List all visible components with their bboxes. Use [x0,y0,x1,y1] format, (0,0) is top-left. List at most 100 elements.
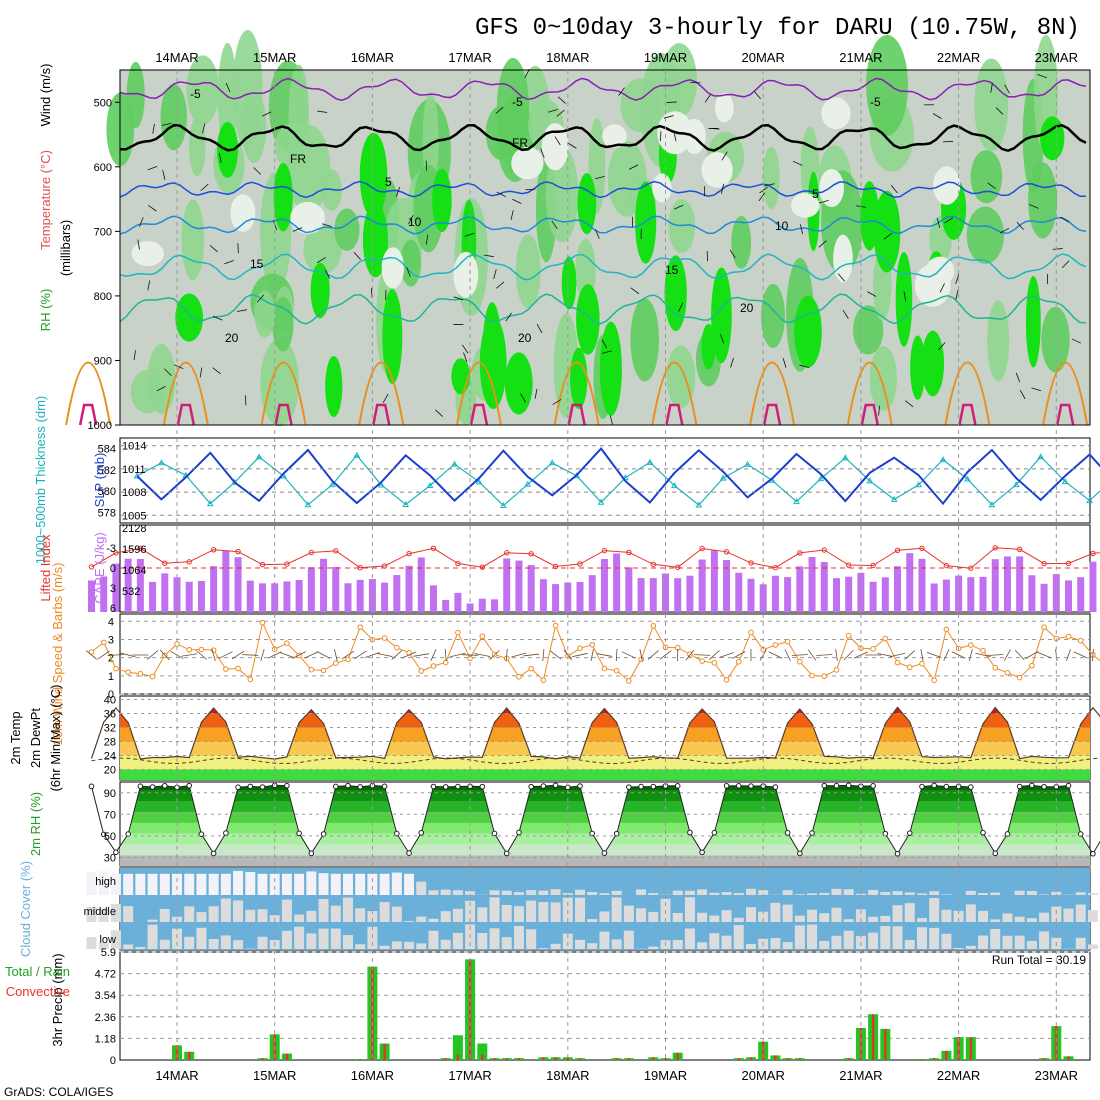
wind-speed-marker [809,672,815,679]
li-marker [1041,560,1047,567]
cape-bar [845,576,853,612]
rh2-marker [503,850,510,857]
rh-blob-wet [570,347,588,409]
cape-bar [527,565,535,612]
cape-bar [649,578,657,612]
cloud-cell-middle [184,906,195,922]
cloud-cell-middle [123,906,134,922]
thickness-marker [817,475,825,482]
cloud-cell-low [208,939,219,949]
cape-bar [283,581,291,612]
cloud-cell-low [452,932,463,949]
cloud-cell-low [684,928,695,949]
wind-speed-marker [968,642,974,648]
cloud-cell-low [184,936,195,949]
wind10-barb [147,650,159,660]
li-marker [943,562,950,569]
rh-blob-dry [541,123,569,171]
date-label-top: 17MAR [448,50,491,65]
wind-barb [678,302,684,312]
cloud-cell-low [477,932,488,949]
thickness-marker [255,453,263,460]
frame-ts [119,437,1091,524]
cape-bar [881,577,889,612]
wind-barb [464,232,475,237]
rh-blob-wet [921,330,945,397]
li-marker [1016,546,1023,552]
cape-tick-label: 1596 [122,544,146,556]
cloud-cell-middle [794,915,805,922]
cloud-cell-low [294,926,305,949]
rh-blob-wet [382,288,403,385]
cloud-cell-high [892,891,903,895]
precip-convective-bar [774,1055,777,1060]
rh-blob-wet [561,256,577,310]
cloud-cell-low [342,935,353,949]
wind-barb [520,393,526,403]
wind-barb [837,273,845,282]
rh2-marker [735,783,742,789]
temp2m-panel: 20 24 28 32 36 40 [90,695,1100,780]
rh2-marker [137,783,144,790]
wind-barb [990,82,993,93]
isotherm-25-loop [162,361,209,426]
cloud-cell-high [721,892,732,895]
cloud-cell-middle [416,916,427,922]
cloud-cell-middle [452,908,463,922]
rh2-marker [149,784,156,790]
wind10-barb [1091,648,1094,662]
temp-band [120,727,1090,742]
rh2-marker [699,849,705,856]
li-marker [1090,550,1096,557]
rh2-marker [687,829,693,836]
wind-barb [505,312,512,322]
cape-bar [368,579,376,612]
wind10-barb [816,654,833,656]
wind10-barb [1066,649,1071,661]
wind-tick-label: 4 [108,616,114,628]
rh2-marker [247,783,254,790]
rh-blob [620,78,661,133]
cloud-cell-middle [733,917,744,922]
isotherm-line [119,253,1087,281]
cloud-cell-middle [513,906,524,922]
wind-barb [524,68,530,79]
cloud-cell-high [196,873,207,895]
cape-bar [723,560,731,612]
rh-blob [126,61,145,129]
wind10-barb [1014,649,1025,661]
wind10-barb [316,651,331,659]
rh2-marker [577,783,583,789]
wind-speed-marker [357,624,363,630]
wind-barb [1016,221,1024,230]
li-marker [113,550,119,556]
li-tick-label: 0 [110,563,116,575]
wind-barb [209,244,218,253]
li-marker [552,563,559,570]
rh2-marker [357,784,363,790]
wind-barb [883,232,893,240]
precip-convective-bar [871,1014,875,1060]
rh2-marker [455,783,461,790]
cape-bar [185,581,193,612]
cape-bar [136,558,144,612]
isotherm-30-loop [665,403,684,426]
wind-speed-marker [723,677,730,683]
wind-barb [462,344,469,354]
thickness-tick-label: 578 [98,507,116,519]
thickness-marker [1037,453,1045,460]
cape-bar [429,585,437,612]
wind10-barb [279,651,295,659]
wind-barb [237,243,239,254]
wind-barb [382,393,389,403]
cloud-cell-low [159,939,170,949]
cloud-cell-low [513,925,524,949]
wind-speed-marker [601,665,608,672]
wind10-barb [181,653,198,657]
wind-barb [495,106,504,114]
precip-convective-bar [566,1057,569,1060]
rh-blob-wet [873,190,901,273]
rh-blob-dry [602,124,627,149]
wind-speed-marker [137,671,144,677]
cloud-cell-high [672,890,683,895]
